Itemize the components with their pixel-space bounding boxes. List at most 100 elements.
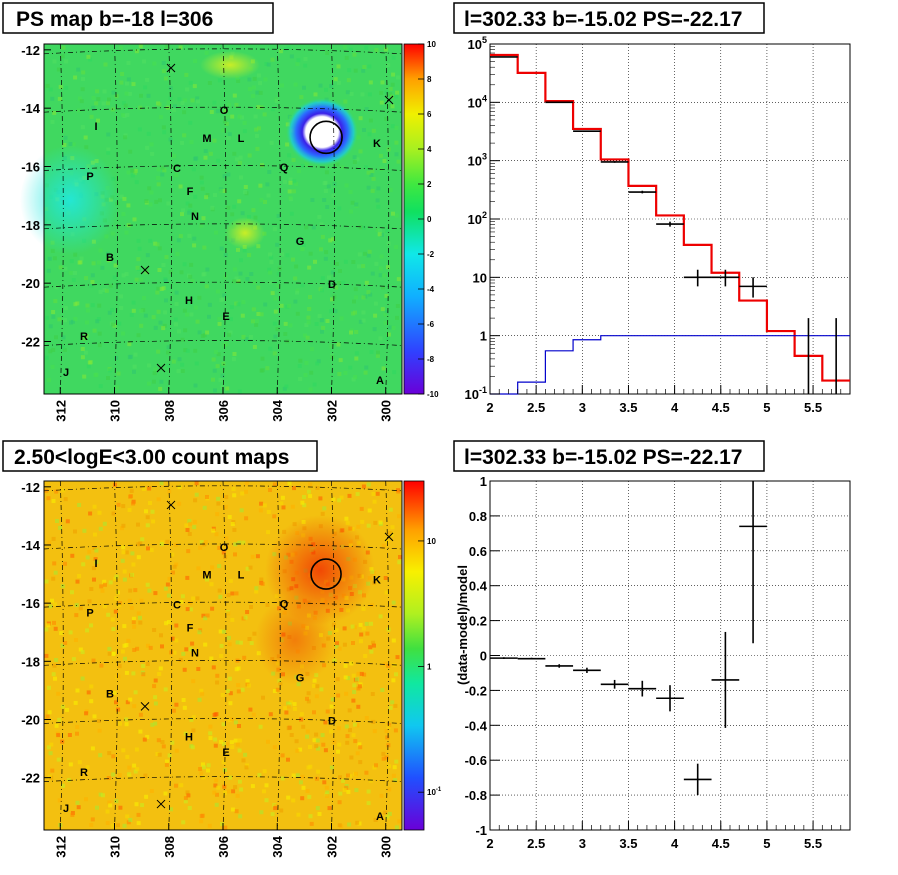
map-pixel — [69, 259, 74, 264]
map-pixel — [106, 376, 110, 380]
map-pixel — [319, 318, 324, 323]
map-pixel — [287, 303, 292, 308]
map-pixel — [145, 662, 150, 666]
map-pixel — [195, 96, 200, 101]
map-pixel — [334, 644, 339, 649]
map-pixel — [148, 202, 153, 207]
map-pixel — [155, 176, 160, 180]
y-tick-label: -20 — [21, 712, 40, 727]
map-pixel — [157, 672, 162, 676]
map-pixel — [315, 684, 320, 689]
map-pixel — [241, 300, 246, 305]
map-pixel — [368, 118, 373, 123]
map-pixel — [384, 90, 389, 95]
map-pixel — [350, 200, 355, 205]
map-pixel — [180, 362, 185, 367]
map-pixel — [114, 356, 119, 360]
map-pixel — [362, 128, 366, 132]
map-pixel — [128, 588, 133, 593]
map-pixel — [99, 584, 104, 589]
map-pixel — [251, 85, 256, 90]
map-pixel — [139, 598, 144, 603]
map-pixel — [390, 525, 395, 530]
map-pixel — [234, 591, 239, 596]
map-pixel — [260, 368, 265, 373]
map-pixel — [224, 536, 229, 541]
map-pixel — [258, 81, 263, 86]
x-tick-label: 3 — [579, 400, 586, 415]
map-pixel — [153, 591, 158, 596]
x-tick-label: 312 — [53, 400, 68, 422]
map-pixel — [50, 364, 55, 369]
cross-marker — [156, 363, 166, 373]
map-pixel — [153, 325, 158, 330]
map-pixel — [82, 336, 86, 341]
map-pixel — [259, 312, 264, 317]
map-pixel — [384, 310, 389, 315]
map-pixel — [174, 173, 179, 178]
map-pixel — [182, 667, 187, 672]
map-pixel — [227, 132, 232, 137]
map-pixel — [83, 135, 88, 140]
map-pixel — [250, 554, 255, 559]
map-pixel — [50, 768, 55, 773]
map-pixel — [174, 302, 179, 307]
map-pixel — [344, 516, 349, 521]
y-tick-label: -0.4 — [465, 718, 488, 733]
map-pixel — [86, 54, 91, 59]
map-pixel — [108, 803, 113, 808]
map-pixel — [92, 714, 97, 719]
map-pixel — [232, 352, 237, 356]
map-pixel — [329, 343, 334, 348]
map-pixel — [180, 369, 185, 373]
map-pixel — [121, 545, 126, 550]
grid-line-longitude — [168, 43, 173, 395]
map-pixel — [226, 102, 231, 107]
map-pixel — [138, 615, 142, 620]
map-pixel — [138, 712, 143, 717]
map-pixel — [146, 93, 151, 98]
colorbar-tick-label: 0 — [427, 215, 432, 224]
map-pixel — [225, 544, 230, 549]
map-pixel — [376, 204, 381, 209]
map-pixel — [179, 270, 184, 275]
source-label: N — [191, 211, 199, 223]
map-pixel — [131, 616, 136, 621]
map-pixel — [77, 108, 82, 113]
map-pixel — [338, 358, 343, 363]
map-pixel — [294, 181, 299, 186]
map-pixel — [51, 576, 56, 581]
map-pixel — [323, 256, 328, 261]
y-tick-label: 103 — [468, 152, 487, 169]
map-pixel — [187, 532, 192, 536]
map-pixel — [122, 624, 127, 629]
map-pixel — [258, 90, 263, 95]
y-tick-label: 10 — [473, 270, 487, 285]
map-pixel — [166, 620, 171, 624]
map-pixel — [216, 501, 221, 506]
map-pixel — [293, 299, 298, 304]
map-pixel — [314, 694, 319, 699]
map-pixel — [217, 321, 222, 326]
map-pixel — [233, 552, 237, 557]
map-pixel — [157, 102, 162, 107]
map-pixel — [172, 650, 177, 655]
map-pixel — [295, 239, 300, 244]
map-pixel — [231, 487, 236, 491]
map-pixel — [230, 807, 235, 812]
map-pixel — [260, 581, 265, 586]
x-tick-label: 302 — [324, 836, 339, 858]
map-pixel — [306, 691, 311, 696]
map-pixel — [73, 529, 77, 534]
map-pixel — [305, 696, 309, 701]
map-pixel — [60, 704, 65, 709]
map-pixel — [80, 650, 85, 655]
map-pixel — [180, 594, 185, 599]
map-pixel — [258, 508, 263, 513]
map-pixel — [141, 672, 146, 677]
map-pixel — [222, 316, 227, 321]
map-pixel — [52, 110, 57, 115]
map-pixel — [272, 689, 277, 693]
map-pixel — [245, 610, 250, 614]
map-pixel — [317, 812, 322, 816]
